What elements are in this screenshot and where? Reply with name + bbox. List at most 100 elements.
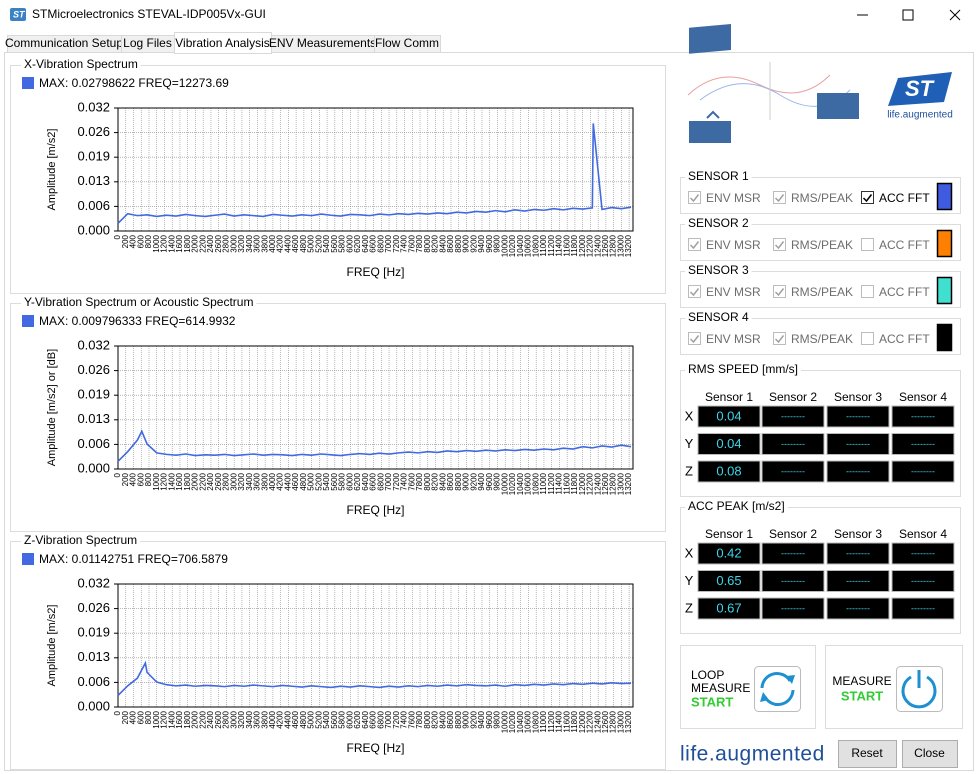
checkbox: ENV MSR	[688, 332, 761, 346]
x-tick-label: 8600	[446, 234, 455, 252]
x-tick-label: 7600	[407, 234, 416, 252]
sensor-group	[680, 318, 961, 355]
x-tick-label: 4000	[268, 710, 277, 728]
value-text: --------	[781, 576, 805, 586]
sensor-group	[680, 177, 961, 214]
value-text: --------	[781, 411, 805, 421]
sensor-group-title: SENSOR 3	[688, 263, 749, 277]
x-tick-label: 8200	[431, 472, 440, 490]
maximize-button[interactable]	[902, 9, 914, 21]
value-cell	[697, 433, 761, 455]
value-text: --------	[911, 439, 935, 449]
x-tick-label: 12400	[593, 472, 602, 495]
legend-swatch	[22, 315, 34, 327]
x-tick-label: 7800	[415, 710, 424, 728]
value-text: --------	[781, 466, 805, 476]
check-mark	[774, 335, 785, 344]
checkbox: RMS/PEAK	[773, 332, 853, 346]
x-tick-label: 7600	[407, 472, 416, 490]
y-tick-label: 0.019	[77, 149, 110, 164]
y-tick-label: 0.000	[77, 222, 110, 237]
legend-label: MAX: 0.01142751 FREQ=706.5879	[39, 552, 228, 566]
x-tick-label: 10200	[508, 710, 517, 733]
x-tick-label: 10000	[500, 234, 509, 257]
x-tick-label: 12600	[601, 234, 610, 257]
x-tick-label: 10800	[531, 710, 540, 733]
x-tick-label: 2600	[214, 710, 223, 728]
table-group	[680, 507, 961, 634]
loop-button[interactable]	[754, 666, 801, 712]
x-tick-label: 2200	[198, 234, 207, 252]
checkbox-label: ENV MSR	[706, 285, 761, 299]
chart-title: X-Vibration Spectrum	[24, 57, 138, 71]
measure-button[interactable]	[896, 666, 943, 712]
x-tick-label: 3400	[245, 472, 254, 490]
x-tick-label: 9200	[469, 234, 478, 252]
value-text: --------	[846, 439, 870, 449]
app-icon: ST	[10, 8, 26, 21]
x-tick-label: 6600	[369, 472, 378, 490]
x-tick-label: 8400	[438, 472, 447, 490]
check-mark	[689, 194, 700, 203]
x-tick-label: 3400	[245, 710, 254, 728]
button[interactable]: Close	[902, 740, 958, 768]
sensor-color	[936, 182, 953, 211]
checkbox-box	[688, 285, 701, 298]
measure-state: START	[841, 688, 883, 703]
tab[interactable]	[374, 35, 441, 53]
sensor-group	[680, 224, 961, 261]
checkbox-label: ENV MSR	[706, 238, 761, 252]
title-backdrop	[685, 170, 752, 184]
x-tick-label: 9800	[493, 472, 502, 490]
x-tick-label: 1200	[160, 234, 169, 252]
x-tick-label: 200	[121, 234, 130, 248]
value-text: --------	[781, 439, 805, 449]
checkbox[interactable]: ACC FFT	[861, 191, 931, 205]
x-tick-label: 10800	[531, 472, 540, 495]
y-tick-label: 0.032	[77, 337, 110, 352]
x-tick-label: 2600	[214, 234, 223, 252]
x-tick-label: 4600	[291, 710, 300, 728]
y-tick-label: 0.032	[77, 575, 110, 590]
legend-label: MAX: 0.009796333 FREQ=614.9932	[39, 314, 236, 328]
value-text: --------	[911, 548, 935, 558]
x-tick-label: 11200	[547, 234, 556, 256]
value-cell	[826, 405, 890, 428]
x-tick-label: 13000	[616, 472, 625, 495]
x-tick-label: 200	[121, 472, 130, 486]
button[interactable]: Reset	[838, 740, 897, 768]
x-tick-label: 7200	[392, 710, 401, 728]
checkbox-box	[773, 332, 786, 345]
x-tick-label: 2400	[206, 710, 215, 728]
x-tick-label: 5200	[314, 710, 323, 728]
x-tick-label: 1600	[175, 472, 184, 490]
x-tick-label: 5400	[322, 710, 331, 728]
close-window-button[interactable]	[949, 9, 961, 21]
x-tick-label: 7200	[392, 234, 401, 252]
x-tick-label: 5400	[322, 472, 331, 490]
x-tick-label: 3800	[260, 234, 269, 252]
x-tick-label: 6800	[376, 710, 385, 728]
row-label: Z	[685, 600, 693, 615]
value-text: --------	[781, 548, 805, 558]
value-text: --------	[911, 466, 935, 476]
value-text: 0.04	[716, 436, 741, 451]
x-tick-label: 400	[129, 710, 138, 724]
x-tick-label: 6800	[376, 472, 385, 490]
y-tick-label: 0.019	[77, 625, 110, 640]
checkbox-box	[861, 238, 874, 251]
value-text: --------	[911, 411, 935, 421]
sensor-group-title: SENSOR 4	[688, 310, 749, 324]
x-tick-label: 5000	[307, 234, 316, 252]
title-backdrop	[685, 217, 752, 231]
sensor-color	[936, 229, 953, 258]
x-tick-label: 13000	[616, 710, 625, 733]
x-tick-label: 10400	[516, 472, 525, 495]
x-tick-label: 1800	[183, 710, 192, 728]
checkbox: ACC FFT	[861, 238, 930, 252]
title-backdrop	[685, 363, 802, 377]
title-backdrop	[685, 264, 752, 278]
x-tick-label: 1000	[152, 710, 161, 728]
x-tick-label: 3600	[253, 234, 262, 252]
x-tick-label: 5000	[307, 710, 316, 728]
